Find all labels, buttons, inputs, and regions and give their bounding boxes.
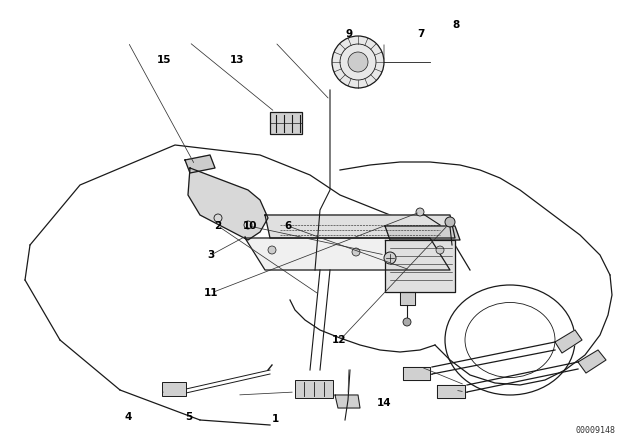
Polygon shape (437, 385, 465, 398)
Polygon shape (185, 155, 215, 173)
Circle shape (416, 208, 424, 216)
Circle shape (403, 318, 411, 326)
FancyBboxPatch shape (270, 112, 302, 134)
Circle shape (332, 36, 384, 88)
Polygon shape (403, 367, 430, 380)
Polygon shape (385, 226, 460, 240)
Text: 13: 13 (230, 56, 244, 65)
Circle shape (352, 248, 360, 256)
Text: 5: 5 (185, 412, 193, 422)
Polygon shape (335, 395, 360, 408)
FancyBboxPatch shape (162, 382, 186, 396)
Text: 00009148: 00009148 (575, 426, 615, 435)
Circle shape (445, 217, 455, 227)
Polygon shape (578, 350, 606, 373)
Circle shape (436, 246, 444, 254)
Text: 3: 3 (207, 250, 215, 260)
Polygon shape (188, 168, 268, 240)
Circle shape (384, 252, 396, 264)
Circle shape (348, 52, 368, 72)
Polygon shape (400, 292, 415, 305)
Text: 6: 6 (284, 221, 292, 231)
Polygon shape (555, 330, 582, 353)
Polygon shape (245, 238, 450, 270)
Text: 1: 1 (271, 414, 279, 424)
FancyBboxPatch shape (295, 380, 333, 398)
Polygon shape (265, 215, 455, 238)
Text: 15: 15 (157, 56, 171, 65)
Text: 4: 4 (124, 412, 132, 422)
Text: 2: 2 (214, 221, 221, 231)
Text: 10: 10 (243, 221, 257, 231)
Text: 7: 7 (417, 29, 425, 39)
Text: 8: 8 (452, 20, 460, 30)
Text: 9: 9 (345, 29, 353, 39)
Circle shape (268, 246, 276, 254)
Text: 12: 12 (332, 336, 346, 345)
Polygon shape (385, 240, 455, 292)
Text: 11: 11 (204, 289, 218, 298)
Text: 14: 14 (377, 398, 391, 408)
